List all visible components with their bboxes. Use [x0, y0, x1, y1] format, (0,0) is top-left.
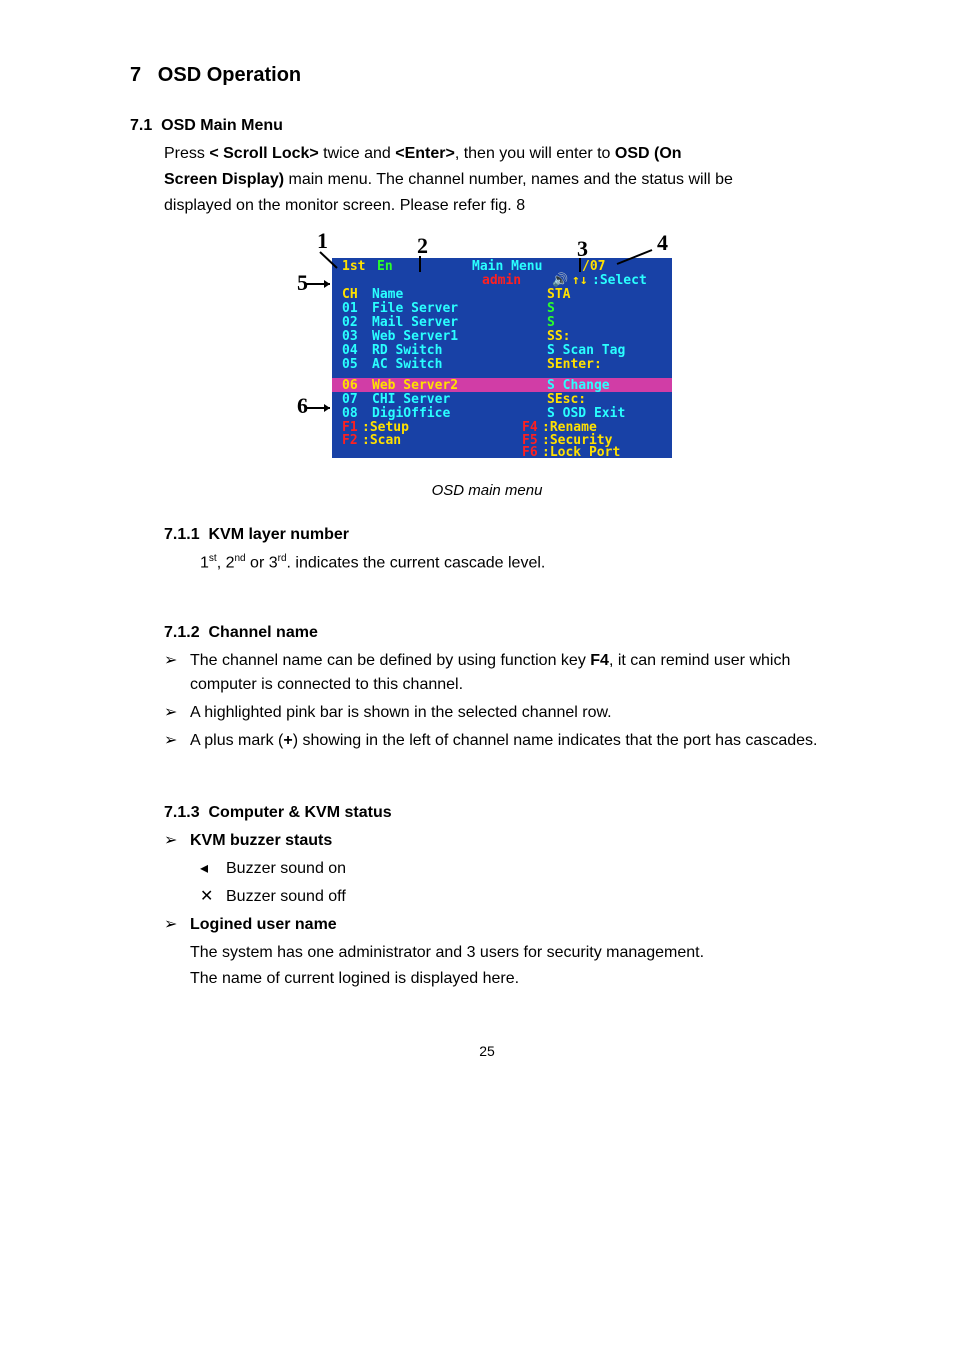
- bullet-list: ➢ Logined user name: [130, 913, 844, 937]
- osd-f6-key: F6: [522, 445, 538, 460]
- osd-row-ch: 01: [342, 301, 358, 316]
- osd-select: :Select: [592, 273, 647, 288]
- bullet-item: ➢ KVM buzzer stauts: [164, 829, 844, 853]
- bullet-text: A plus mark (+) showing in the left of c…: [190, 729, 844, 753]
- osd-f6-txt: :Lock Port: [542, 445, 620, 460]
- osd-f2-key: F2: [342, 433, 358, 448]
- para: displayed on the monitor screen. Please …: [164, 194, 844, 218]
- heading-title: OSD Operation: [158, 64, 301, 86]
- heading-num: 7.1.1: [164, 526, 200, 543]
- heading-title: Channel name: [208, 624, 317, 641]
- osd-name-label: Name: [372, 287, 403, 302]
- osd-f2-txt: :Scan: [362, 433, 401, 448]
- osd-row-sta: S: [547, 301, 555, 316]
- osd-layer: 1st: [342, 259, 365, 274]
- bullet-text: A highlighted pink bar is shown in the s…: [190, 701, 844, 725]
- bullet-icon: ➢: [164, 729, 190, 753]
- para: The system has one administrator and 3 u…: [190, 941, 844, 965]
- osd-row-sta: SS:: [547, 329, 570, 344]
- osd-row-ch: 08: [342, 406, 358, 421]
- heading-num: 7.1.3: [164, 804, 200, 821]
- osd-row-sta: SEsc:: [547, 392, 586, 407]
- osd-row-name: AC Switch: [372, 357, 442, 372]
- osd-row-name: Web Server2: [372, 378, 458, 393]
- osd-07: /07: [582, 259, 605, 274]
- osd-main-menu: Main Menu: [472, 259, 542, 274]
- annot-2: 2: [417, 233, 428, 258]
- bullet-item: ➢ A plus mark (+) showing in the left of…: [164, 729, 844, 753]
- osd-arrows: ↑↓: [572, 273, 588, 288]
- osd-row-ch: 03: [342, 329, 358, 344]
- heading-7-1: 7.1 OSD Main Menu: [130, 114, 844, 138]
- osd-row-name: Web Server1: [372, 329, 458, 344]
- bullet-text: Logined user name: [190, 913, 844, 937]
- osd-row-ch: 04: [342, 343, 358, 358]
- section-7-1-body: Press < Scroll Lock> twice and <Enter>, …: [130, 142, 844, 218]
- osd-caption: OSD main menu: [432, 480, 543, 503]
- heading-title: OSD Main Menu: [161, 117, 283, 134]
- annot-6: 6: [297, 393, 308, 418]
- osd-row-sta: SEnter:: [547, 357, 602, 372]
- osd-row-sta: S: [547, 315, 555, 330]
- osd-row-name: Mail Server: [372, 315, 458, 330]
- osd-row-ch: 05: [342, 357, 358, 372]
- para: 1st, 2nd or 3rd. indicates the current c…: [130, 551, 844, 575]
- bullet-icon: ➢: [164, 913, 190, 937]
- osd-row-ch: 06: [342, 378, 358, 393]
- sub-bullet-list: ◂ Buzzer sound on ✕ Buzzer sound off: [130, 857, 844, 909]
- osd-row-sta: S Scan Tag: [547, 343, 625, 358]
- heading-title: KVM layer number: [208, 526, 348, 543]
- bullet-text: The channel name can be defined by using…: [190, 649, 844, 697]
- heading-num: 7: [130, 64, 141, 86]
- osd-row-name: RD Switch: [372, 343, 442, 358]
- osd-row-ch: 02: [342, 315, 358, 330]
- speaker-off-icon: ✕: [200, 885, 226, 909]
- svg-text:🔊: 🔊: [552, 271, 568, 288]
- bullet-item: ➢ The channel name can be defined by usi…: [164, 649, 844, 697]
- speaker-on-icon: ◂: [200, 857, 226, 881]
- heading-num: 7.1: [130, 117, 152, 134]
- osd-ch-label: CH: [342, 287, 358, 302]
- annot-5: 5: [297, 270, 308, 295]
- bullet-icon: ➢: [164, 649, 190, 673]
- heading-7: 7 OSD Operation: [130, 60, 844, 90]
- heading-7-1-2: 7.1.2 Channel name: [130, 621, 844, 645]
- bullet-item: ➢ Logined user name: [164, 913, 844, 937]
- heading-7-1-1: 7.1.1 KVM layer number: [130, 523, 844, 547]
- para: Press < Scroll Lock> twice and <Enter>, …: [164, 142, 844, 166]
- annot-1: 1: [317, 228, 328, 253]
- bullet-text: KVM buzzer stauts: [190, 829, 844, 853]
- bullet-text: Buzzer sound off: [226, 885, 844, 909]
- osd-lang: En: [377, 259, 393, 274]
- osd-row-name: File Server: [372, 301, 458, 316]
- bullet-icon: ➢: [164, 701, 190, 725]
- sub-bullet-item: ◂ Buzzer sound on: [200, 857, 844, 881]
- bullet-item: ➢ A highlighted pink bar is shown in the…: [164, 701, 844, 725]
- sub-bullet-item: ✕ Buzzer sound off: [200, 885, 844, 909]
- page-number: 25: [130, 1041, 844, 1062]
- osd-svg: 1 2 3 4 5 6 1st En Main Menu /07 admin 🔊…: [272, 228, 702, 478]
- heading-7-1-3: 7.1.3 Computer & KVM status: [130, 801, 844, 825]
- osd-row-ch: 07: [342, 392, 358, 407]
- annot-4: 4: [657, 230, 668, 255]
- osd-row-sta: S Change: [547, 378, 610, 393]
- osd-row-name: DigiOffice: [372, 406, 450, 421]
- para-block: The system has one administrator and 3 u…: [130, 941, 844, 991]
- heading-title: Computer & KVM status: [208, 804, 391, 821]
- para: Screen Display) main menu. The channel n…: [164, 168, 844, 192]
- osd-sta-label: STA: [547, 287, 571, 302]
- annot-3: 3: [577, 236, 588, 261]
- bullet-text: Buzzer sound on: [226, 857, 844, 881]
- bullet-icon: ➢: [164, 829, 190, 853]
- osd-row-sta: S OSD Exit: [547, 406, 625, 421]
- bullet-list: ➢ KVM buzzer stauts: [130, 829, 844, 853]
- bullet-list: ➢ The channel name can be defined by usi…: [130, 649, 844, 753]
- osd-screenshot: 1 2 3 4 5 6 1st En Main Menu /07 admin 🔊…: [130, 228, 844, 503]
- para: The name of current logined is displayed…: [190, 967, 844, 991]
- osd-row-name: CHI Server: [372, 392, 450, 407]
- osd-admin: admin: [482, 273, 521, 288]
- heading-num: 7.1.2: [164, 624, 200, 641]
